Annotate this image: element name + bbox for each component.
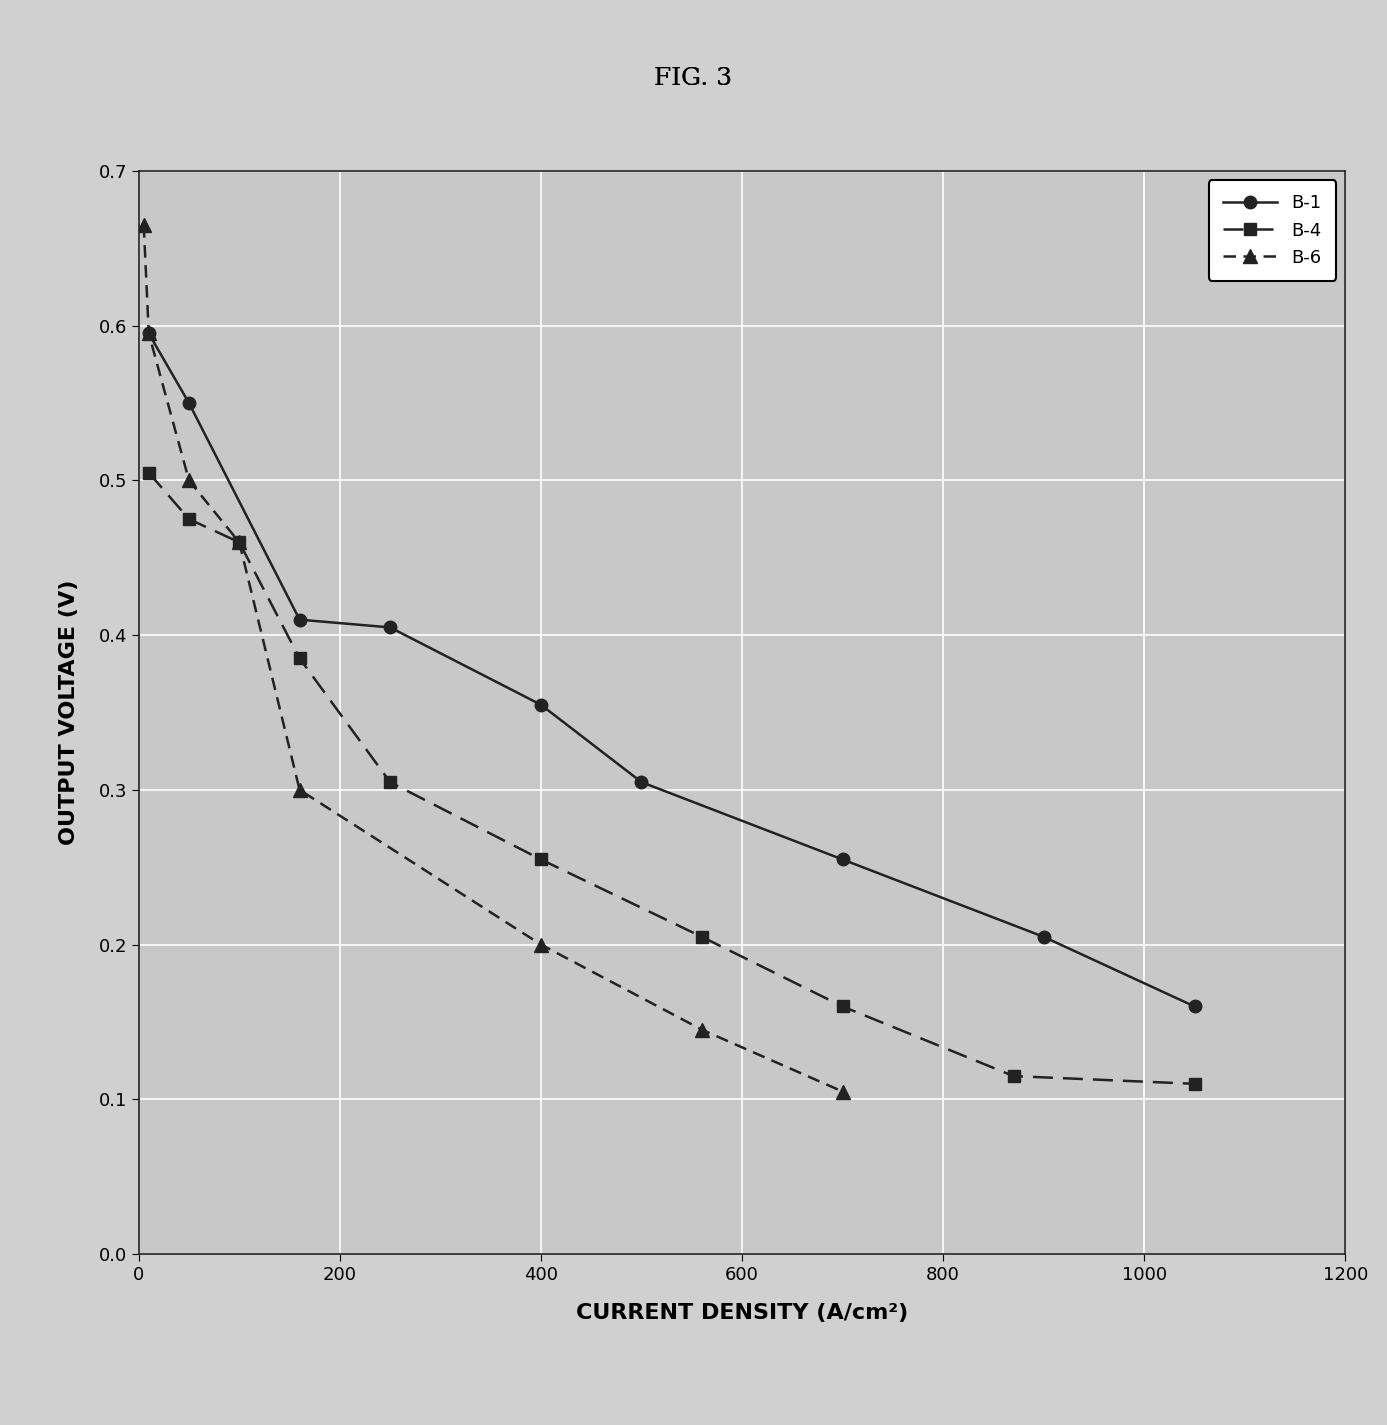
B-4 [180, 510, 197, 527]
B-4 [381, 774, 398, 791]
B-1 [291, 611, 308, 628]
B-1 [1035, 928, 1051, 945]
B-6 [834, 1083, 850, 1100]
Y-axis label: OUTPUT VOLTAGE (V): OUTPUT VOLTAGE (V) [60, 580, 79, 845]
Line: B-4: B-4 [143, 466, 1201, 1090]
B-1 [834, 851, 850, 868]
B-6 [136, 217, 153, 234]
B-1 [180, 395, 197, 412]
B-4 [533, 851, 549, 868]
B-6 [291, 781, 308, 798]
Text: FIG. 3: FIG. 3 [655, 67, 732, 90]
X-axis label: CURRENT DENSITY (A/cm²): CURRENT DENSITY (A/cm²) [576, 1304, 908, 1324]
B-4 [694, 928, 710, 945]
B-1 [381, 618, 398, 636]
Text: FIG. 3: FIG. 3 [655, 67, 732, 90]
Line: B-1: B-1 [143, 328, 1201, 1013]
B-1 [1186, 997, 1203, 1015]
B-4 [291, 650, 308, 667]
B-4 [140, 465, 157, 482]
B-4 [834, 997, 850, 1015]
B-1 [533, 697, 549, 714]
B-4 [1186, 1076, 1203, 1093]
Legend: B-1, B-4, B-6: B-1, B-4, B-6 [1208, 180, 1336, 281]
B-1 [632, 774, 649, 791]
B-4 [230, 534, 247, 551]
B-6 [230, 534, 247, 551]
B-6 [140, 325, 157, 342]
Line: B-6: B-6 [137, 218, 850, 1099]
B-1 [140, 325, 157, 342]
B-6 [694, 1022, 710, 1039]
B-6 [180, 472, 197, 489]
B-6 [533, 936, 549, 953]
B-4 [1006, 1067, 1022, 1084]
